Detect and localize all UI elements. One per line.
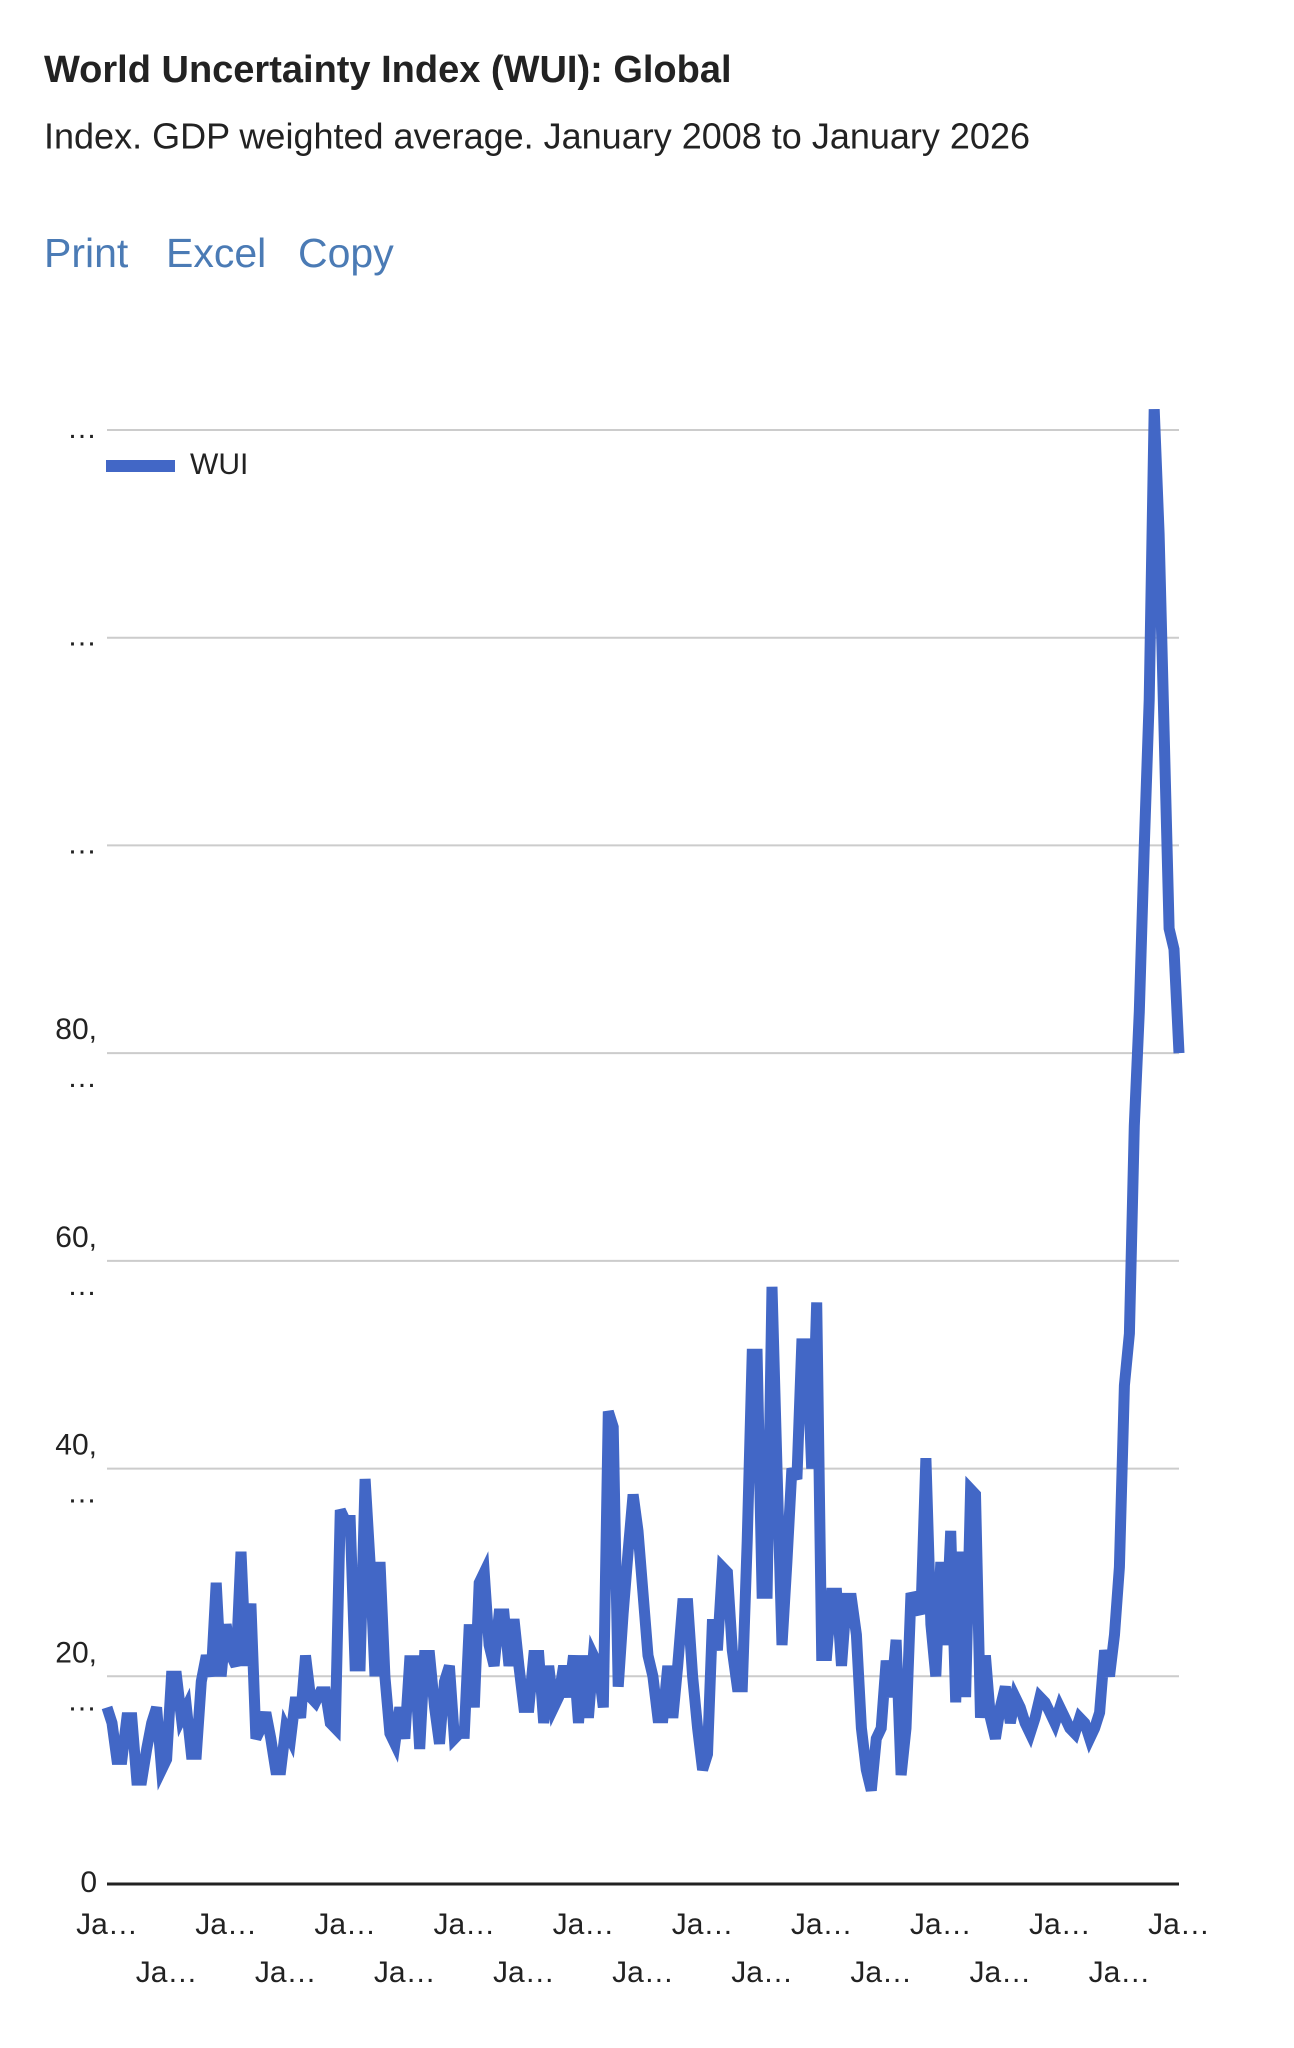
x-tick-label: Ja… xyxy=(1089,1956,1151,1989)
y-tick-label: 60,… xyxy=(55,1221,97,1302)
x-tick-label: Ja… xyxy=(493,1956,555,1989)
legend-label: WUI xyxy=(190,448,248,481)
y-tick-label: … xyxy=(67,412,97,445)
copy-link[interactable]: Copy xyxy=(298,230,394,276)
y-tick-label: 80,… xyxy=(55,1013,97,1094)
x-tick-label: Ja… xyxy=(433,1908,495,1941)
chart-subtitle: Index. GDP weighted average. January 200… xyxy=(44,116,1030,157)
y-tick-label: … xyxy=(67,827,97,860)
x-tick-label: Ja… xyxy=(612,1956,674,1989)
x-tick-label: Ja… xyxy=(731,1956,793,1989)
y-tick-label: 40,… xyxy=(55,1428,97,1509)
y-tick-label: 0 xyxy=(80,1866,97,1899)
excel-link[interactable]: Excel xyxy=(166,230,266,276)
x-tick-label: Ja… xyxy=(255,1956,317,1989)
x-tick-label: Ja… xyxy=(672,1908,734,1941)
chart-title: World Uncertainty Index (WUI): Global xyxy=(44,49,732,91)
x-tick-label: Ja… xyxy=(1148,1908,1210,1941)
y-tick-label: 20,… xyxy=(55,1636,97,1717)
x-tick-label: Ja… xyxy=(969,1956,1031,1989)
x-tick-label: Ja… xyxy=(553,1908,615,1941)
x-tick-label: Ja… xyxy=(791,1908,853,1941)
x-tick-label: Ja… xyxy=(76,1908,138,1941)
x-tick-label: Ja… xyxy=(1029,1908,1091,1941)
data-line xyxy=(101,408,1185,1792)
x-tick-label: Ja… xyxy=(374,1956,436,1989)
x-tick-label: Ja… xyxy=(136,1956,198,1989)
y-tick-label: … xyxy=(67,620,97,653)
x-tick-label: Ja… xyxy=(314,1908,376,1941)
print-link[interactable]: Print xyxy=(44,230,129,276)
x-tick-label: Ja… xyxy=(195,1908,257,1941)
x-tick-label: Ja… xyxy=(910,1908,972,1941)
x-tick-label: Ja… xyxy=(850,1956,912,1989)
